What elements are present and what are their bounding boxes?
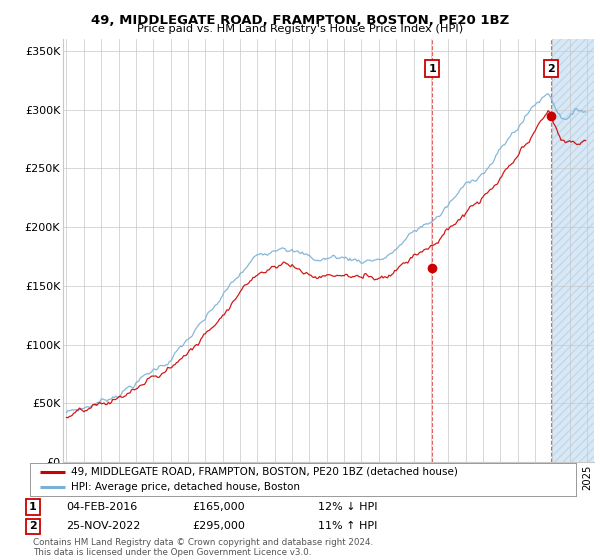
Text: 2: 2	[547, 64, 555, 73]
Text: 49, MIDDLEGATE ROAD, FRAMPTON, BOSTON, PE20 1BZ (detached house): 49, MIDDLEGATE ROAD, FRAMPTON, BOSTON, P…	[71, 467, 458, 477]
Text: 04-FEB-2016: 04-FEB-2016	[66, 502, 137, 512]
Bar	[553, 39, 594, 462]
Text: 2: 2	[29, 521, 37, 531]
Text: Contains HM Land Registry data © Crown copyright and database right 2024.
This d: Contains HM Land Registry data © Crown c…	[33, 538, 373, 557]
Text: Price paid vs. HM Land Registry's House Price Index (HPI): Price paid vs. HM Land Registry's House …	[137, 24, 463, 34]
Text: 12% ↓ HPI: 12% ↓ HPI	[318, 502, 377, 512]
Text: 25-NOV-2022: 25-NOV-2022	[66, 521, 140, 531]
Text: £295,000: £295,000	[192, 521, 245, 531]
Bar	[553, 39, 594, 462]
Text: HPI: Average price, detached house, Boston: HPI: Average price, detached house, Bost…	[71, 482, 300, 492]
Text: 49, MIDDLEGATE ROAD, FRAMPTON, BOSTON, PE20 1BZ: 49, MIDDLEGATE ROAD, FRAMPTON, BOSTON, P…	[91, 14, 509, 27]
Text: 11% ↑ HPI: 11% ↑ HPI	[318, 521, 377, 531]
Text: 1: 1	[428, 64, 436, 73]
Text: £165,000: £165,000	[192, 502, 245, 512]
Text: 1: 1	[29, 502, 37, 512]
